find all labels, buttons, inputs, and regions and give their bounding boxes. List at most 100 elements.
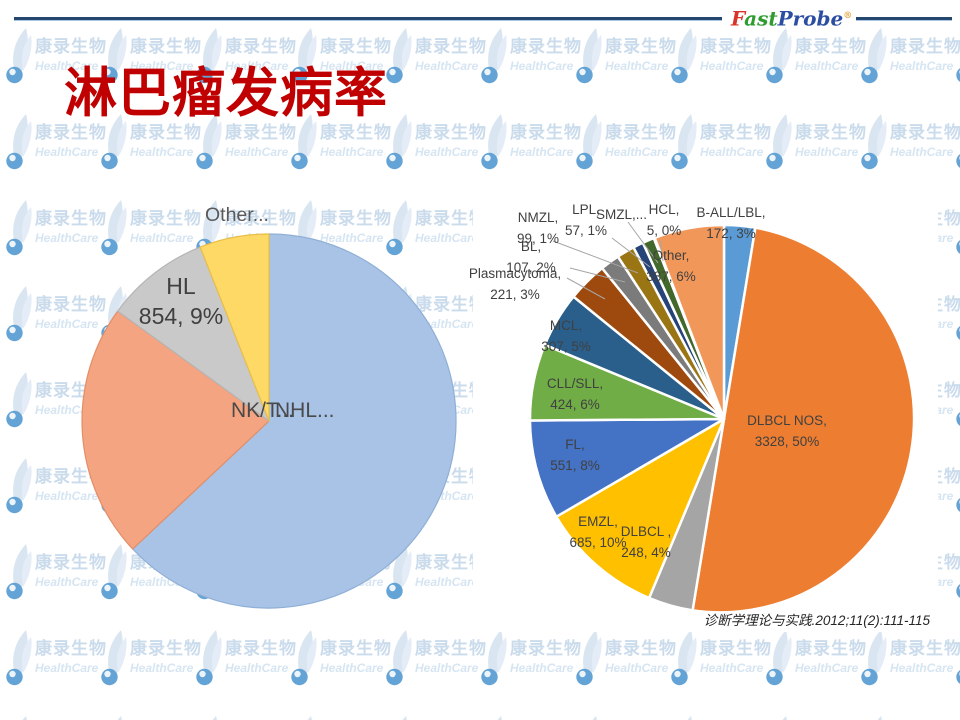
watermark-en: HealthCare	[320, 59, 384, 73]
watermark-text: 康录生物 HealthCare	[415, 121, 487, 159]
watermark-text: 康录生物 HealthCare	[415, 551, 487, 589]
watermark-text: 康录生物 HealthCare	[130, 637, 202, 675]
watermark-text: 康录生物 HealthCare	[320, 121, 392, 159]
watermark-text: 康录生物 HealthCare	[320, 207, 392, 245]
brand-registered-mark: ®	[843, 11, 853, 21]
watermark-en: HealthCare	[130, 231, 194, 245]
watermark-en: HealthCare	[605, 59, 669, 73]
pie-label-fl: FL, 551, 8%	[539, 434, 611, 476]
watermark-tile: 康录生物 HealthCare	[956, 28, 960, 88]
watermark-cn: 康录生物	[415, 295, 487, 314]
healthcare-logo-icon	[101, 28, 127, 84]
watermark-en: HealthCare	[415, 59, 479, 73]
pie-label-b-all-lbl: B-ALL/LBL, 172, 3%	[691, 202, 771, 244]
watermark-cn: 康录生物	[415, 639, 487, 658]
pie-label-b-all-lbl-name: B-ALL/LBL,	[696, 205, 766, 220]
left-pie-label-nhl: NHL...	[275, 399, 335, 422]
pie-label-emzl-value: 685, 10%	[569, 535, 627, 550]
pie-label-nmzl-name: NMZL,	[517, 210, 559, 225]
healthcare-logo-icon	[291, 630, 317, 686]
watermark-en: HealthCare	[415, 231, 479, 245]
watermark-tile: 康录生物 HealthCare	[671, 28, 771, 88]
watermark-en: HealthCare	[795, 145, 859, 159]
healthcare-logo-icon	[6, 458, 32, 514]
pie-slice-nk-t	[81, 310, 270, 550]
pie-label-plasmacytoma: Plasmacytoma, 221, 3%	[462, 263, 568, 305]
watermark-text: 康录生物 HealthCare	[415, 35, 487, 73]
watermark-cn: 康录生物	[35, 37, 107, 56]
watermark-text: 康录生物 HealthCare	[605, 35, 677, 73]
pie-label-other-value: 387, 6%	[646, 269, 696, 284]
watermark-tile: 康录生物 HealthCare	[956, 630, 960, 690]
pie-label-bl-value: 107, 2%	[506, 260, 556, 275]
citation: 诊断学理论与实践.2012;11(2):111-115	[703, 613, 930, 628]
healthcare-logo-icon	[956, 154, 960, 168]
watermark-tile: 康录生物 HealthCare	[956, 458, 960, 518]
leader-line-nmzl	[552, 240, 639, 274]
healthcare-logo-icon	[956, 326, 960, 340]
watermark-tile: 康录生物 HealthCare	[386, 28, 486, 88]
watermark-text: 康录生物 HealthCare	[130, 35, 202, 73]
healthcare-logo-icon	[212, 716, 217, 720]
pie-slice-fl	[528, 417, 726, 518]
watermark-tile: 康录生物 HealthCare	[6, 114, 106, 174]
watermark-text: 康录生物 HealthCare	[35, 35, 107, 73]
watermark-text: 康录生物 HealthCare	[35, 121, 107, 159]
pie-label-lpl: LPL, 57, 1%	[558, 199, 614, 241]
healthcare-logo-icon	[291, 114, 317, 170]
watermark-tile: 康录生物 HealthCare	[101, 200, 201, 260]
watermark-cn: 康录生物	[225, 639, 297, 658]
watermark-cn: 康录生物	[225, 209, 297, 228]
healthcare-logo-icon	[576, 114, 602, 170]
watermark-text: 康录生物 HealthCare	[225, 35, 297, 73]
watermark-text: 康录生物 HealthCare	[225, 121, 297, 159]
brand-part-probe: Probe	[777, 6, 844, 31]
pie-label-cll-sll-name: CLL/SLL,	[546, 376, 604, 391]
watermark-tile: 康录生物 HealthCare	[481, 114, 581, 174]
watermark-text: 康录生物 HealthCare	[795, 35, 867, 73]
brand-part-fast-ast: ast	[744, 6, 778, 31]
healthcare-logo-icon	[671, 28, 697, 84]
watermark-tile: 康录生物 HealthCare	[386, 200, 486, 260]
healthcare-logo-icon	[861, 28, 887, 84]
watermark-tile: 康录生物 HealthCare	[861, 630, 960, 690]
pie-label-other-name: Other,	[652, 248, 690, 263]
watermark-tile: 康录生物 HealthCare	[291, 28, 391, 88]
pie-label-hcl-name: HCL,	[648, 202, 680, 217]
watermark-en: HealthCare	[605, 661, 669, 675]
pie-label-dlbcl-value: 248, 4%	[621, 545, 671, 560]
watermark-cn: 康录生物	[795, 37, 867, 56]
watermark-text: 康录生物 HealthCare	[225, 637, 297, 675]
watermark-text: 康录生物 HealthCare	[130, 121, 202, 159]
healthcare-logo-icon	[671, 114, 697, 170]
pie-slice-hl	[117, 246, 270, 422]
watermark-tile: 康录生物 HealthCare	[196, 630, 296, 690]
watermark-cn: 康录生物	[35, 123, 107, 142]
pie-label-dlbcl-nos-value: 3328, 50%	[754, 434, 820, 449]
healthcare-logo-icon	[6, 200, 32, 256]
watermark-text: 康录生物 HealthCare	[320, 35, 392, 73]
healthcare-logo-icon	[402, 716, 407, 720]
watermark-cn: 康录生物	[700, 123, 772, 142]
healthcare-logo-icon	[6, 372, 32, 428]
watermark-cn: 康录生物	[130, 209, 202, 228]
watermark-en: HealthCare	[35, 231, 99, 245]
leader-line-plasma	[566, 277, 606, 300]
watermark-cn: 康录生物	[35, 467, 107, 486]
watermark-tile: 康录生物 HealthCare	[6, 716, 96, 720]
leader-line-lpl	[611, 237, 651, 268]
watermark-tile: 康录生物 HealthCare	[481, 28, 581, 88]
watermark-tile: 康录生物 HealthCare	[671, 114, 771, 174]
watermark-tile: 康录生物 HealthCare	[956, 286, 960, 346]
watermark-en: HealthCare	[35, 661, 99, 675]
watermark-text: 康录生物 HealthCare	[130, 207, 202, 245]
watermark-text: 康录生物 HealthCare	[415, 207, 487, 245]
healthcare-logo-icon	[592, 716, 597, 720]
pie-label-smzl: SMZL,...	[596, 207, 648, 222]
pie-label-emzl-name: EMZL,	[578, 514, 618, 529]
healthcare-logo-icon	[101, 114, 127, 170]
watermark-cn: 康录生物	[35, 639, 107, 658]
page-title: 淋巴瘤发病率	[64, 64, 388, 123]
watermark-cn: 康录生物	[320, 123, 392, 142]
watermark-tile: 康录生物 HealthCare	[6, 286, 106, 346]
